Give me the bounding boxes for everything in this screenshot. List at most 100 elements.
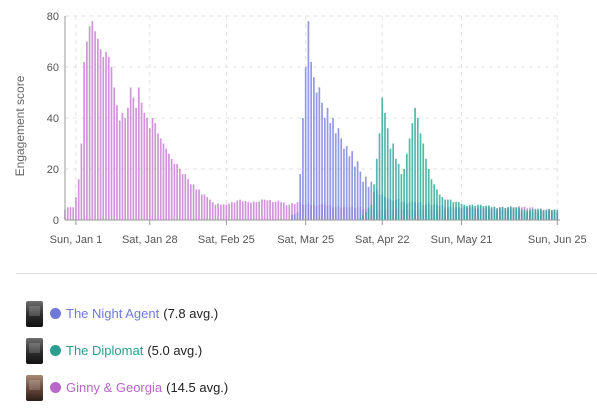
bar [488, 205, 490, 220]
bar [490, 207, 493, 220]
series-color-dot [50, 308, 61, 319]
bar [102, 56, 105, 220]
bar [419, 133, 422, 220]
bar [343, 148, 345, 220]
bar [364, 176, 367, 220]
bar [291, 203, 293, 220]
bar [509, 206, 512, 220]
bar [88, 26, 91, 221]
bar [512, 207, 515, 220]
bar [397, 163, 400, 220]
bar [143, 112, 146, 220]
bar [326, 107, 329, 220]
bar [362, 181, 364, 220]
legend: The Night Agent (7.8 avg.) The Diplomat … [26, 295, 586, 406]
bar [411, 123, 414, 220]
bar [222, 204, 225, 220]
bar [94, 31, 96, 220]
bar [444, 199, 446, 220]
bar [323, 118, 326, 220]
bar [148, 128, 151, 220]
bar [244, 200, 247, 220]
bar [107, 56, 110, 220]
bar [181, 174, 184, 220]
bar [80, 143, 83, 220]
bar [400, 174, 403, 220]
bar [200, 194, 203, 220]
engagement-chart: 0 20 40 60 80 Sun, Jan 1 Sat, Jan 28 Sat, Feb 2… [13, 11, 587, 246]
bar [285, 205, 288, 220]
bar [214, 204, 217, 220]
bar [351, 151, 354, 220]
bar [466, 205, 468, 220]
bar [72, 207, 75, 220]
bar [452, 202, 455, 220]
series-average: (7.8 avg.) [163, 306, 219, 321]
bar [137, 87, 140, 221]
bar [83, 61, 85, 221]
bar [416, 118, 419, 220]
bar [173, 163, 176, 220]
bar [296, 212, 299, 220]
chart-axes: 0 20 40 60 80 Sun, Jan 1 Sat, Jan 28 Sat, Feb 2… [47, 11, 587, 246]
bar [209, 199, 211, 220]
bar [91, 21, 94, 220]
bar [203, 194, 206, 220]
bar [479, 204, 482, 220]
bar [468, 204, 471, 220]
bar [69, 207, 72, 220]
bar [280, 202, 282, 220]
bar [272, 202, 274, 220]
bar [356, 161, 359, 220]
series-average: (5.0 avg.) [147, 343, 203, 358]
bar [345, 146, 348, 220]
bar [384, 112, 386, 220]
bar [329, 123, 332, 220]
bar [493, 206, 496, 220]
bar [321, 102, 323, 220]
bar [474, 205, 477, 220]
bar [274, 201, 277, 220]
bar [189, 184, 192, 220]
bar [367, 186, 370, 220]
legend-item-ginny-georgia[interactable]: Ginny & Georgia (14.5 avg.) [26, 369, 586, 406]
bar [252, 201, 255, 220]
bar [159, 138, 162, 220]
poster-thumbnail-icon [26, 337, 43, 364]
bar [542, 210, 545, 220]
legend-item-diplomat[interactable]: The Diplomat (5.0 avg.) [26, 332, 586, 369]
bar [86, 41, 88, 220]
bar [195, 189, 198, 220]
bar [392, 143, 395, 220]
bar [187, 179, 189, 220]
bar [296, 202, 299, 220]
bar [460, 203, 463, 220]
series-name: The Diplomat [66, 343, 144, 358]
bar [291, 214, 293, 220]
series-name: Ginny & Georgia [66, 380, 163, 395]
bar [515, 207, 518, 220]
bar [277, 200, 280, 220]
x-tick-label: Sun, Jan 1 [50, 234, 103, 246]
bar [168, 153, 170, 220]
series-ginny-georgia [64, 21, 556, 221]
bar [526, 210, 529, 220]
bar [359, 171, 362, 220]
bar [373, 184, 375, 220]
x-tick-label: Sat, Feb 25 [198, 234, 255, 246]
bar [310, 61, 312, 221]
bar [545, 209, 548, 220]
bar [504, 208, 507, 220]
bar [348, 156, 351, 220]
legend-item-night-agent[interactable]: The Night Agent (7.8 avg.) [26, 295, 586, 332]
bar [179, 169, 181, 220]
bar [362, 215, 364, 220]
bar [110, 67, 113, 220]
series-color-dot [50, 382, 61, 393]
bar [354, 166, 356, 220]
y-axis-label: Engagement score [13, 75, 27, 176]
bar [471, 204, 474, 220]
bar [482, 206, 485, 220]
bar [105, 51, 107, 221]
